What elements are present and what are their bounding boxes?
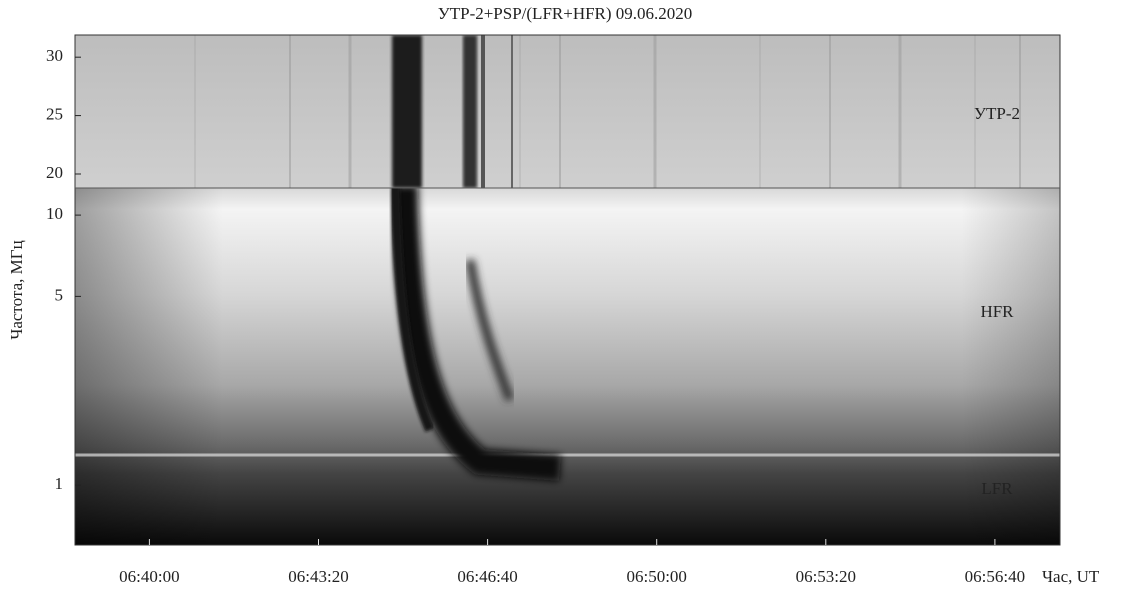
burst-curve	[392, 188, 561, 481]
x-tick-label: 06:40:00	[119, 567, 179, 586]
x-tick-label: 06:43:20	[288, 567, 348, 586]
burst-band	[392, 35, 422, 188]
y-tick-label: 1	[55, 474, 64, 493]
burst	[75, 188, 1060, 481]
panel-shade	[75, 188, 1060, 545]
plot-frame	[74, 34, 1061, 546]
burst-curve	[465, 259, 515, 402]
x-tick-label: 06:56:40	[965, 567, 1025, 586]
y-axis-label: Частота, МГц	[7, 240, 26, 339]
x-tick-label: 06:53:20	[796, 567, 856, 586]
burst-band	[511, 35, 513, 188]
y-tick-label: 20	[46, 163, 63, 182]
y-tick-label: 30	[46, 46, 63, 65]
y-tick-label: 10	[46, 204, 63, 223]
region-label: УТР-2	[974, 104, 1020, 123]
y-tick-label: 25	[46, 104, 63, 123]
x-tick-label: 06:50:00	[626, 567, 686, 586]
burst-band	[463, 35, 477, 188]
streaks	[194, 35, 1021, 188]
panel-background	[75, 35, 1060, 188]
spectrum	[74, 34, 1061, 546]
burst-band	[481, 35, 485, 188]
x-axis-label: Час, UT	[1042, 567, 1100, 586]
region-label: HFR	[980, 302, 1014, 321]
burst-curve	[390, 188, 435, 433]
chart-title: УТР-2+PSP/(LFR+HFR) 09.06.2020	[438, 4, 693, 23]
y-tick-label: 5	[55, 285, 64, 304]
x-tick-label: 06:46:40	[457, 567, 517, 586]
region-label: LFR	[981, 479, 1013, 498]
